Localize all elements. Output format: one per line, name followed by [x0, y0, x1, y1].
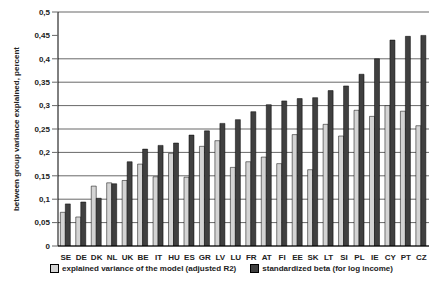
svg-text:0,15: 0,15 — [34, 172, 50, 181]
svg-text:0,1: 0,1 — [39, 195, 51, 204]
svg-text:LT: LT — [324, 253, 333, 262]
svg-text:0,05: 0,05 — [34, 218, 50, 227]
html-text:standardized beta (for log inc: standardized beta (for log income) — [262, 264, 393, 273]
html-text:explained variance of the mode: explained variance of the model (adjuste… — [62, 264, 237, 273]
svg-text:0,3: 0,3 — [39, 101, 51, 110]
svg-text:GR: GR — [199, 253, 211, 262]
svg-text:PT: PT — [401, 253, 411, 262]
svg-text:PL: PL — [354, 253, 364, 262]
svg-text:DE: DE — [76, 253, 88, 262]
svg-text:SE: SE — [60, 253, 71, 262]
svg-text:UK: UK — [122, 253, 134, 262]
svg-text:EE: EE — [292, 253, 303, 262]
svg-text:0,35: 0,35 — [34, 78, 50, 87]
svg-text:BE: BE — [137, 253, 149, 262]
svg-text:SK: SK — [308, 253, 319, 262]
svg-text:0,5: 0,5 — [39, 8, 51, 17]
svg-text:IE: IE — [371, 253, 379, 262]
svg-text:0,25: 0,25 — [34, 125, 50, 134]
svg-text:FR: FR — [246, 253, 257, 262]
svg-text:HU: HU — [168, 253, 180, 262]
svg-text:IT: IT — [155, 253, 162, 262]
svg-text:ES: ES — [184, 253, 195, 262]
svg-text:CY: CY — [385, 253, 397, 262]
svg-text:DK: DK — [91, 253, 103, 262]
svg-text:0,4: 0,4 — [39, 55, 51, 64]
svg-text:0,2: 0,2 — [39, 148, 51, 157]
svg-text:between group variance explain: between group variance explained, percen… — [12, 47, 21, 211]
svg-text:AT: AT — [262, 253, 272, 262]
svg-text:FI: FI — [279, 253, 286, 262]
svg-text:NL: NL — [107, 253, 118, 262]
svg-text:CZ: CZ — [416, 253, 427, 262]
svg-text:0: 0 — [46, 242, 51, 251]
svg-text:SI: SI — [340, 253, 348, 262]
svg-text:LV: LV — [215, 253, 225, 262]
svg-text:0,45: 0,45 — [34, 31, 50, 40]
svg-text:LU: LU — [230, 253, 241, 262]
